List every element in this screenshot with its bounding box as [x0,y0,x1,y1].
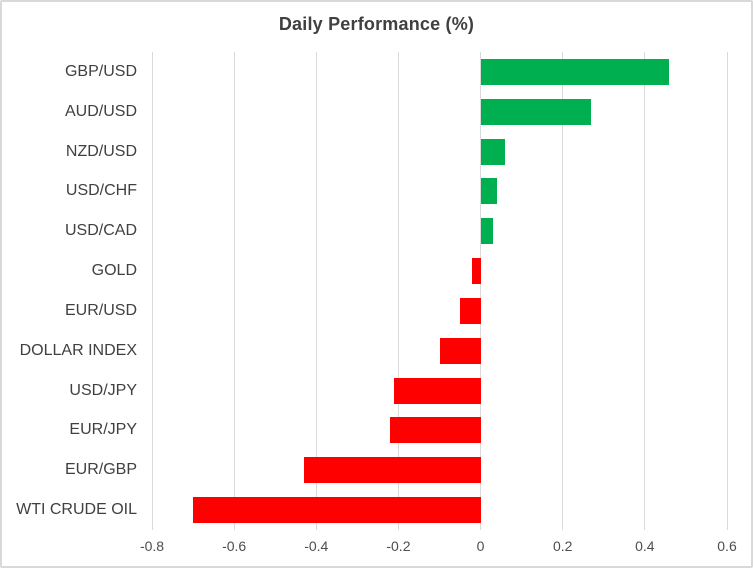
bar-dollar-index [439,337,481,364]
bar-usd-chf [480,178,497,205]
gridline [644,52,646,530]
chart-title: Daily Performance (%) [278,14,475,34]
category-label-dollar-index: DOLLAR INDEX [19,341,137,359]
category-label-nzd-usd: NZD/USD [65,142,137,160]
x-axis: -0.8 -0.6 -0.4 -0.2 0 0.2 0.4 0.6 [140,538,737,558]
gridline [480,52,482,530]
gridline [151,52,153,530]
bar-gbp-usd [480,58,670,85]
bar-usd-cad [480,218,493,245]
bar-usd-jpy [394,377,481,404]
x-tick-label: 0.4 [635,538,655,554]
gridline [397,52,399,530]
x-tick-label: -0.8 [139,538,165,554]
category-label-usd-cad: USD/CAD [64,222,137,240]
x-tick-label: -0.2 [386,538,411,554]
gridline [315,52,317,530]
bar-gold [472,258,481,285]
category-label-eur-gbp: EUR/GBP [64,461,137,479]
category-label-usd-jpy: USD/JPY [69,381,137,399]
plot-area [151,52,728,530]
bar-eur-gbp [303,457,481,484]
category-label-eur-usd: EUR/USD [64,301,137,319]
category-label-wti-crude-oil: WTI CRUDE OIL [16,501,137,519]
category-label-gold: GOLD [91,262,137,280]
gridline [233,52,235,530]
x-tick-label: 0 [476,538,485,554]
bar-eur-usd [460,297,481,324]
gridline [562,52,564,530]
category-label-aud-usd: AUD/USD [64,102,137,120]
x-tick-label: 0.2 [552,538,573,554]
category-label-eur-jpy: EUR/JPY [69,421,137,439]
bar-aud-usd [480,98,592,125]
bar-eur-jpy [390,417,481,444]
gridline [726,52,728,530]
x-tick-label: -0.4 [304,538,329,554]
x-tick-label: 0.6 [717,538,737,554]
category-axis: GBP/USD AUD/USD NZD/USD USD/CHF USD/CAD GOLD E… [2,52,137,530]
bar-nzd-usd [480,138,506,165]
bar-wti-crude-oil [193,497,481,524]
category-label-gbp-usd: GBP/USD [64,62,137,80]
x-tick-label: -0.6 [222,538,247,554]
category-label-usd-chf: USD/CHF [65,182,137,200]
